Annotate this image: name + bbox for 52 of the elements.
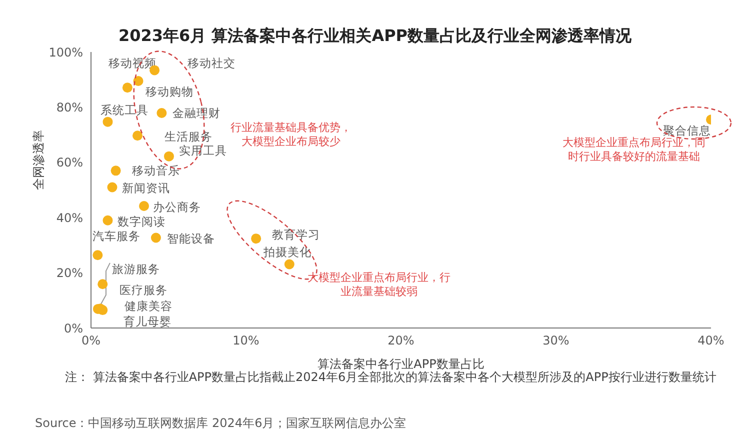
annotation: 移动音乐 [132,164,180,178]
point [98,279,108,290]
y-tick-label: 100% [48,45,83,60]
point [102,215,113,226]
annotation: 办公商务 [153,200,202,214]
x-tick-label: 0% [81,334,101,348]
annotation: 聚合信息 [663,124,711,138]
annotation: 移动社交 [188,56,236,70]
annotation: 健康美容 [124,299,173,314]
y-axis-title: 全网渗透率 [31,130,46,190]
annotation: 系统工具 [100,102,149,117]
x-tick-label: 20% [388,334,414,348]
point [122,82,132,93]
y-tick-label: 60% [56,156,83,170]
annotation: 金融理财 [172,106,221,120]
point [107,182,118,192]
point [164,151,174,162]
point [102,116,113,127]
point [284,259,294,270]
text: 注： 算法备案中各行业APP数量占比指截止2024年6月全部批次的算法备案中各个大模型所涉及的APP按行业进行数量统计 [65,370,718,384]
annotation: 汽车服务 [92,229,141,244]
point [132,130,142,141]
x-tick-label: 40% [698,334,724,348]
annotation: 数字阅读 [118,214,166,228]
point [92,250,103,260]
annotation: 实用工具 [178,143,227,158]
annotation: 大模型企业重点布局行业，同时行业具备较好的流量基础 [562,136,706,164]
y-tick-label: 20% [56,266,83,280]
annotation: 行业流量基础具备优势，大模型企业布局较少 [230,121,352,149]
chart-title: 2023年6月 算法备案中各行业相关APP数量占比及行业全网渗透率情况 [117,26,633,47]
y-tick-label: 40% [56,210,83,225]
annotation: 移动购物 [145,84,194,99]
y-tick-label: 80% [56,100,83,114]
x-axis-title: 算法备案中各行业APP数量占比 [318,357,484,371]
annotation: 拍摄美化 [262,245,312,260]
point [139,201,150,212]
y-tick-label: 0% [64,321,83,336]
annotation: 智能设备 [166,232,215,246]
annotation: 旅游服务 [112,262,160,276]
annotation: 新闻资讯 [122,181,170,196]
x-tick-label: 10% [232,334,260,348]
annotation: 育儿母婴 [123,314,172,329]
point [251,234,262,244]
annotation: 大模型企业重点布局行业，行业流量基础较弱 [306,271,452,299]
x-tick-label: 30% [542,334,570,348]
annotation: 医疗服务 [120,283,168,298]
source-note: Source：中国移动互联网数据库 2024年6月；国家互联网信息办公室 [35,416,408,430]
point [110,166,121,176]
point [156,108,167,118]
point [133,76,144,86]
annotation: 教育学习 [272,228,320,242]
point [150,232,161,243]
